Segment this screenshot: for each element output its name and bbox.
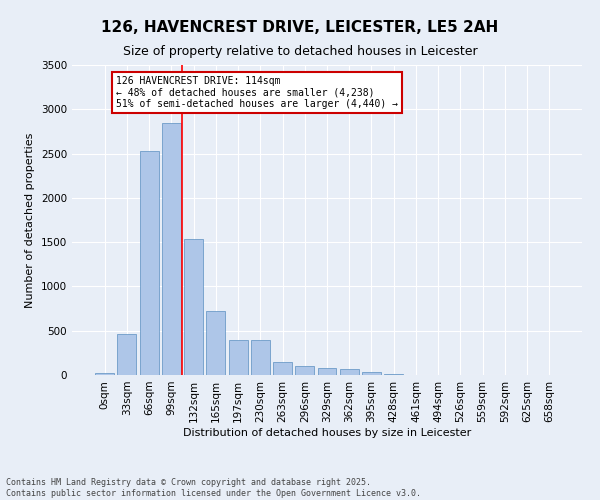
X-axis label: Distribution of detached houses by size in Leicester: Distribution of detached houses by size … — [183, 428, 471, 438]
Text: Contains HM Land Registry data © Crown copyright and database right 2025.
Contai: Contains HM Land Registry data © Crown c… — [6, 478, 421, 498]
Bar — [362, 372, 381, 375]
Text: 126, HAVENCREST DRIVE, LEICESTER, LE5 2AH: 126, HAVENCREST DRIVE, LEICESTER, LE5 2A… — [101, 20, 499, 35]
Bar — [317, 368, 337, 375]
Bar — [340, 369, 359, 375]
Bar — [384, 374, 403, 375]
Y-axis label: Number of detached properties: Number of detached properties — [25, 132, 35, 308]
Bar — [229, 340, 248, 375]
Text: Size of property relative to detached houses in Leicester: Size of property relative to detached ho… — [122, 45, 478, 58]
Bar — [251, 340, 270, 375]
Bar — [95, 373, 114, 375]
Bar — [295, 366, 314, 375]
Bar — [273, 362, 292, 375]
Bar — [206, 311, 225, 375]
Bar — [184, 240, 203, 375]
Bar — [140, 151, 158, 375]
Bar — [162, 124, 181, 375]
Bar — [118, 334, 136, 375]
Text: 126 HAVENCREST DRIVE: 114sqm
← 48% of detached houses are smaller (4,238)
51% of: 126 HAVENCREST DRIVE: 114sqm ← 48% of de… — [116, 76, 398, 109]
